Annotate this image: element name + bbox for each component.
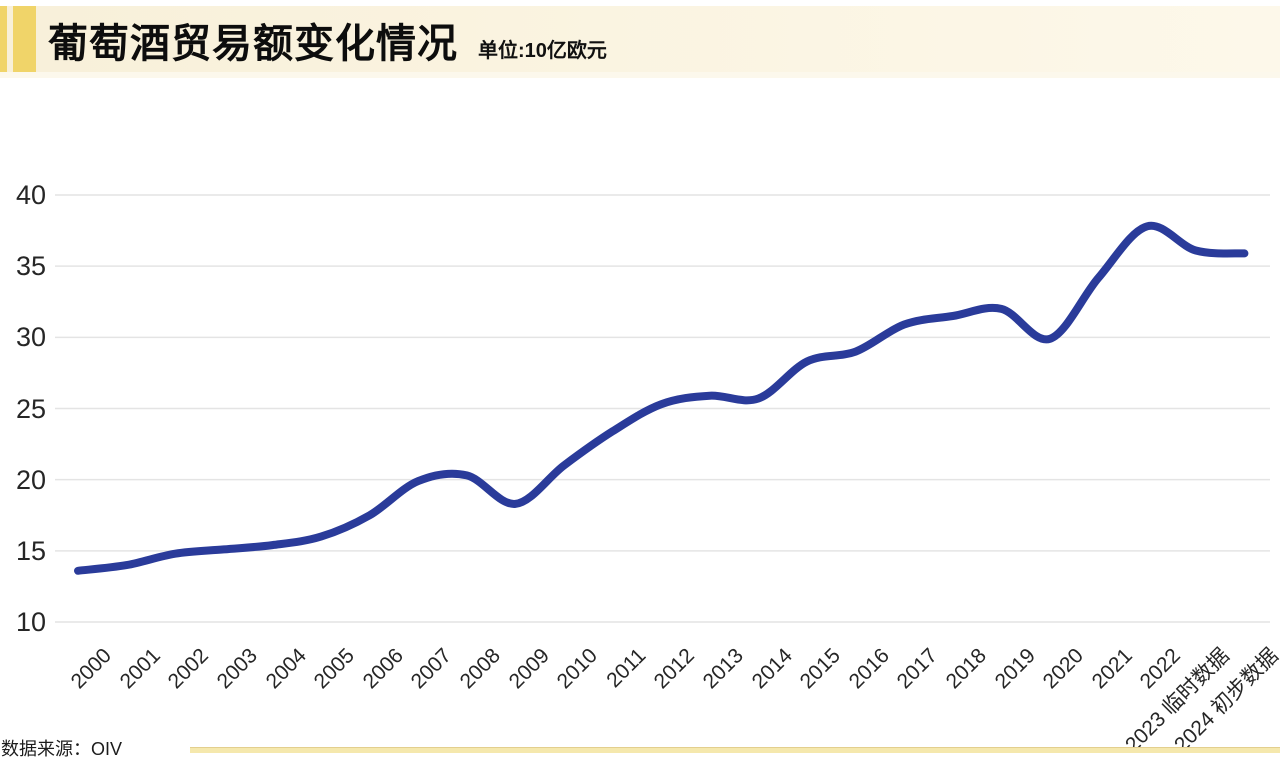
y-axis-label: 30 [15,322,46,353]
unit-label: 单位:10亿欧元 [478,40,607,62]
header-band-fade [0,72,1280,78]
header-band: 葡萄酒贸易额变化情况 单位:10亿欧元 [0,6,1280,72]
accent-bar-thick [13,6,36,72]
trend-line [74,221,1249,575]
y-axis-label: 40 [15,180,46,210]
y-axis-label: 20 [15,464,46,495]
accent-bar-thin [0,6,7,72]
y-axis-label: 15 [15,535,46,566]
y-axis-label: 25 [15,393,46,424]
title-row: 葡萄酒贸易额变化情况 单位:10亿欧元 [48,6,607,72]
chart-title: 葡萄酒贸易额变化情况 [48,22,458,66]
y-axis-label: 35 [15,251,46,282]
data-source-label: 数据来源：OIV [1,739,123,759]
y-axis-label: 10 [15,607,46,637]
footer-rule [190,747,1280,753]
